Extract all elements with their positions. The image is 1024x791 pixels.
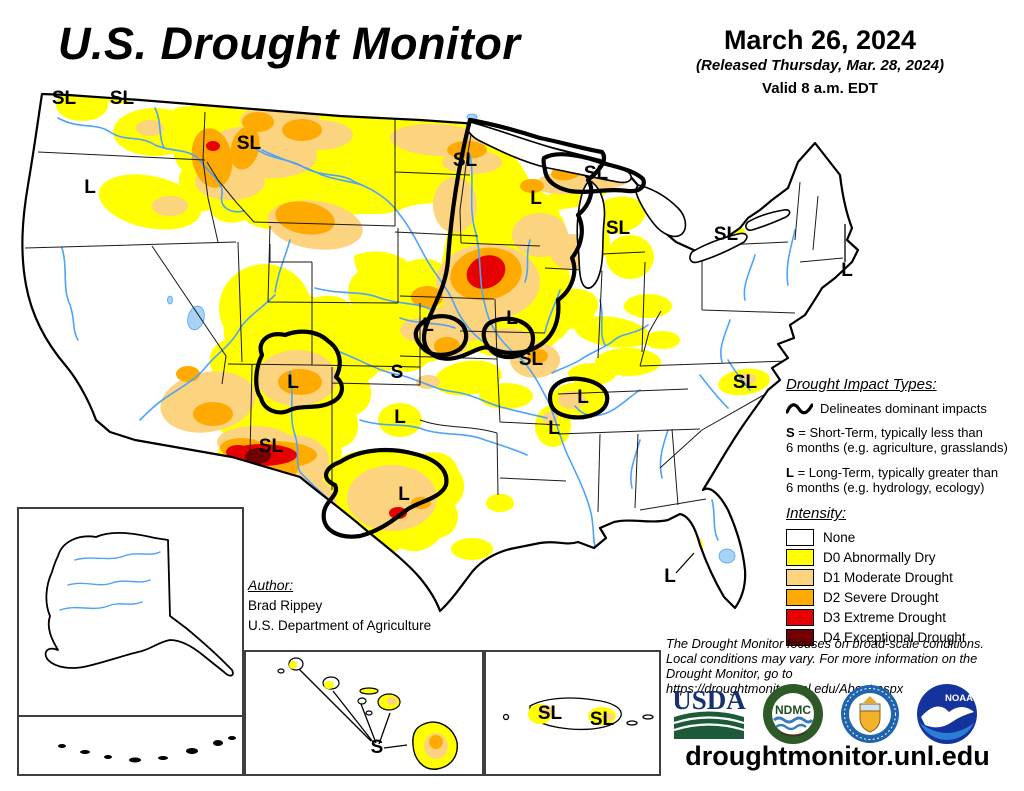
author-heading: Author:	[248, 577, 294, 593]
legend-swatch	[786, 529, 814, 547]
map-label-l: L	[530, 188, 542, 209]
lake-superior	[466, 121, 632, 184]
release-date: (Released Thursday, Mar. 28, 2024)	[696, 57, 944, 75]
delineates-text: Delineates dominant impacts	[820, 400, 987, 416]
label-pointer-lines	[298, 224, 846, 749]
legend-panel: Drought Impact Types: Delineates dominan…	[786, 376, 1024, 649]
legend-swatch	[786, 589, 814, 607]
hawaii-inset	[277, 657, 458, 770]
legend-label: D1 Moderate Drought	[823, 569, 953, 585]
impact-delineation-outlines	[254, 117, 646, 539]
svg-text:USDA: USDA	[672, 687, 746, 715]
lake-ontario	[745, 209, 791, 231]
great-lakes	[466, 121, 791, 289]
puerto-rico-inset	[502, 697, 654, 731]
conus-outline	[21, 92, 860, 613]
legend-label: D4 Exceptional Drought	[823, 629, 966, 645]
map-label-sl: SL	[606, 218, 631, 239]
map-label-s: S	[371, 737, 384, 758]
legend-swatch	[786, 549, 814, 567]
map-label-sl: SL	[584, 163, 609, 184]
map-label-sl: SL	[714, 224, 739, 245]
legend-item-1: D0 Abnormally Dry	[786, 549, 1024, 567]
map-label-sl: SL	[590, 709, 615, 730]
map-label-sl: SL	[237, 133, 262, 154]
date-block: March 26, 2024 (Released Thursday, Mar. …	[645, 25, 995, 98]
hawaii-inset-box	[244, 650, 484, 776]
state-borders	[24, 111, 844, 513]
usda-logo: USDA	[672, 687, 746, 739]
map-label-l: L	[287, 372, 299, 393]
legend-item-4: D3 Extreme Drought	[786, 609, 1024, 627]
author-org: U.S. Department of Agriculture	[248, 618, 432, 634]
puerto-rico-inset-box	[484, 650, 661, 776]
website-url: droughtmonitor.unl.edu	[685, 741, 990, 771]
ndmc-logo: NDMC	[763, 684, 823, 744]
short-term-definition: S = Short-Term, typically less than 6 mo…	[786, 425, 1008, 456]
impact-types-heading: Drought Impact Types:	[786, 376, 937, 393]
legend-swatch	[786, 629, 814, 647]
long-term-definition: L = Long-Term, typically greater than 6 …	[786, 464, 999, 495]
map-label-l: L	[506, 308, 518, 329]
agency-logos: USDA NDMC NOAA	[672, 683, 1017, 745]
map-label-sl: SL	[519, 349, 544, 370]
legend-swatch	[786, 609, 814, 627]
noaa-logo: NOAA	[917, 684, 977, 744]
map-date: March 26, 2024	[723, 25, 917, 55]
map-label-sl: SL	[110, 88, 135, 109]
map-label-l: L	[548, 418, 560, 439]
small-lakes	[167, 113, 736, 564]
author-block: Author: Brad Rippey U.S. Department of A…	[248, 575, 431, 637]
legend-item-2: D1 Moderate Drought	[786, 569, 1024, 587]
legend-label: D2 Severe Drought	[823, 589, 939, 605]
map-label-sl: SL	[259, 436, 284, 457]
author-name: Brad Rippey	[248, 598, 323, 613]
alaska-inset-box	[17, 507, 244, 776]
map-label-sl: SL	[733, 372, 758, 393]
legend-swatch	[786, 569, 814, 587]
map-label-l: L	[84, 177, 96, 198]
intensity-legend: None D0 Abnormally Dry D1 Moderate Drought…	[786, 529, 1024, 647]
legend-item-3: D2 Severe Drought	[786, 589, 1024, 607]
map-label-s: S	[391, 362, 404, 383]
aleutian-islands	[58, 736, 236, 763]
squiggle-delineation-icon	[786, 403, 813, 415]
map-label-l: L	[398, 484, 410, 505]
drought-intensity-fills	[56, 94, 770, 560]
legend-label: D0 Abnormally Dry	[823, 549, 936, 565]
inset-boxes	[17, 507, 661, 776]
page-title: U.S. Drought Monitor	[58, 18, 521, 69]
map-label-sl: SL	[453, 150, 478, 171]
svg-text:NDMC: NDMC	[775, 703, 811, 717]
map-label-l: L	[394, 407, 406, 428]
map-label-sl: SL	[538, 703, 563, 724]
lake-erie	[689, 232, 748, 264]
map-label-l: L	[577, 387, 589, 408]
intensity-heading: Intensity:	[786, 505, 847, 523]
alaska-inset	[44, 532, 236, 763]
legend-item-5: D4 Exceptional Drought	[786, 629, 1024, 647]
map-label-sl: SL	[52, 88, 77, 109]
valid-time: Valid 8 a.m. EDT	[762, 80, 878, 98]
doc-seal-logo	[841, 685, 899, 743]
legend-label: D3 Extreme Drought	[823, 609, 947, 625]
map-label-l: L	[422, 315, 434, 336]
map-label-l: L	[841, 260, 853, 281]
legend-label: None	[823, 529, 856, 545]
map-label-l: L	[664, 566, 676, 587]
svg-text:NOAA: NOAA	[945, 693, 973, 704]
legend-item-0: None	[786, 529, 1024, 547]
